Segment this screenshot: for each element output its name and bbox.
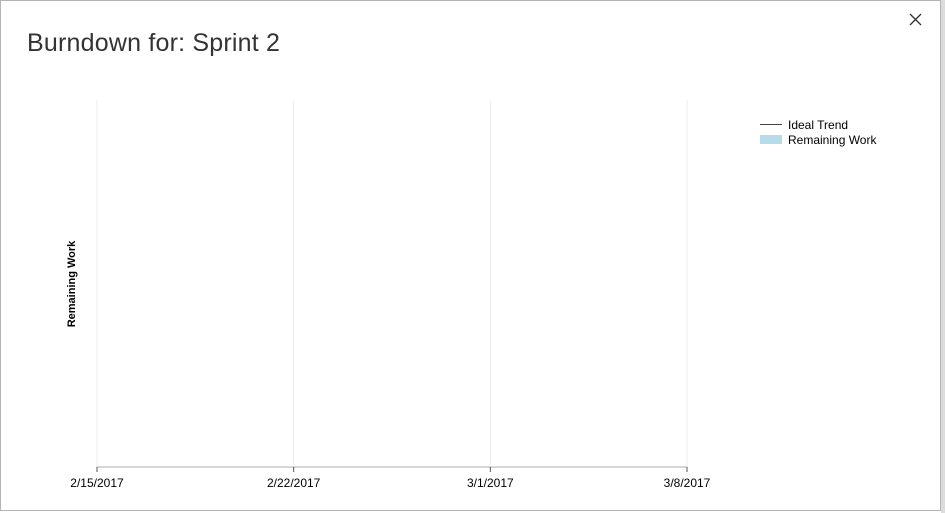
y-axis-label: Remaining Work — [66, 240, 78, 328]
legend-label-remaining-work: Remaining Work — [788, 132, 877, 147]
legend-swatch-remaining-work — [760, 135, 782, 144]
chart-legend: Ideal Trend Remaining Work — [760, 117, 876, 147]
x-tick-label-1: 2/22/2017 — [267, 476, 321, 490]
legend-item-remaining-work[interactable]: Remaining Work — [760, 132, 876, 147]
x-tick-label-3: 3/8/2017 — [664, 476, 711, 490]
legend-swatch-ideal-trend — [760, 124, 782, 125]
x-tick-label-2: 3/1/2017 — [467, 476, 514, 490]
close-icon — [909, 13, 922, 26]
x-tick-label-0: 2/15/2017 — [70, 476, 124, 490]
legend-label-ideal-trend: Ideal Trend — [788, 117, 849, 132]
background-page-edge — [941, 0, 945, 513]
legend-item-ideal-trend[interactable]: Ideal Trend — [760, 117, 876, 132]
close-button[interactable] — [906, 10, 926, 30]
dialog-title: Burndown for: Sprint 2 — [27, 29, 281, 57]
